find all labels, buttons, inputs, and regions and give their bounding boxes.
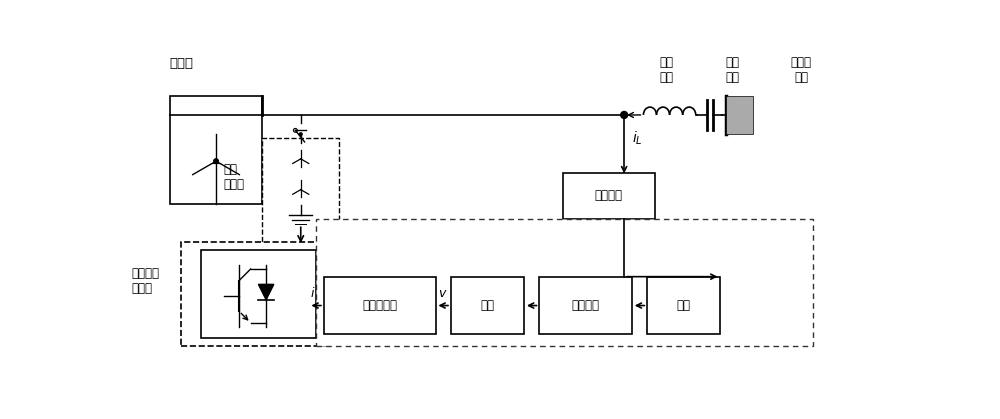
Text: 风电场: 风电场 bbox=[170, 57, 194, 70]
Bar bbox=[451, 277, 524, 334]
Circle shape bbox=[214, 159, 218, 163]
Text: 移相: 移相 bbox=[480, 299, 494, 312]
Text: 反馈测量: 反馈测量 bbox=[595, 189, 623, 202]
Text: 耦合
变压器: 耦合 变压器 bbox=[224, 163, 245, 191]
Text: 线路
电感: 线路 电感 bbox=[660, 56, 674, 84]
Bar bbox=[726, 96, 753, 134]
Text: 电压计算: 电压计算 bbox=[572, 299, 600, 312]
Bar bbox=[316, 219, 813, 346]
Text: $i$: $i$ bbox=[310, 286, 315, 300]
Bar bbox=[181, 242, 328, 346]
Bar bbox=[170, 96, 262, 204]
Text: 无穷大
电网: 无穷大 电网 bbox=[791, 56, 812, 84]
Bar bbox=[324, 277, 436, 334]
Text: 参考值计算: 参考值计算 bbox=[362, 299, 397, 312]
Text: 串补
电容: 串补 电容 bbox=[725, 56, 739, 84]
Circle shape bbox=[621, 111, 628, 119]
Text: 电力电子
变换器: 电力电子 变换器 bbox=[131, 266, 159, 295]
Text: $v$: $v$ bbox=[438, 287, 447, 300]
Text: 滤波: 滤波 bbox=[677, 299, 691, 312]
Polygon shape bbox=[258, 285, 274, 300]
Bar bbox=[201, 250, 316, 338]
Bar bbox=[563, 173, 655, 219]
Bar bbox=[262, 138, 339, 261]
Text: $i_L$: $i_L$ bbox=[632, 129, 643, 147]
Bar bbox=[539, 277, 632, 334]
Circle shape bbox=[299, 133, 302, 136]
Bar bbox=[647, 277, 720, 334]
